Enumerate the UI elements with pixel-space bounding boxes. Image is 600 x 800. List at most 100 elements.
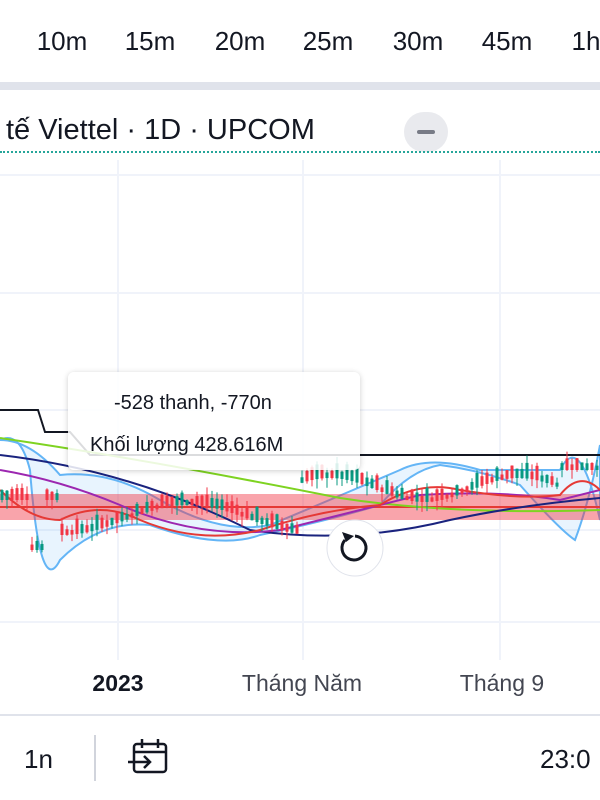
dotted-line	[0, 151, 600, 153]
candle-body	[165, 495, 169, 508]
candle-body	[585, 463, 589, 470]
timeframe-tab[interactable]: 15m	[124, 26, 176, 56]
candle-body	[500, 474, 504, 480]
candle-body	[250, 513, 254, 521]
candle-body	[240, 511, 244, 517]
x-axis-label: 2023	[92, 670, 144, 696]
candle-body	[75, 518, 79, 535]
candle-body	[150, 500, 154, 511]
timeframe-tab[interactable]: 30m	[392, 26, 444, 56]
ma-line	[0, 454, 600, 537]
separator	[0, 82, 600, 90]
candle-body	[30, 544, 34, 550]
separator	[94, 735, 96, 781]
timeframe-tab[interactable]: 10m	[36, 26, 88, 56]
candle-body	[225, 502, 229, 512]
candle-body	[310, 467, 314, 481]
replay-icon	[342, 532, 354, 542]
candle-body	[360, 472, 364, 485]
timeframe-tab[interactable]: 45m	[481, 26, 533, 56]
candle-body	[280, 520, 284, 531]
candle-body	[275, 514, 279, 529]
candle-body	[295, 524, 299, 534]
candle-body	[550, 476, 554, 485]
candle-body	[470, 481, 474, 490]
candle-body	[385, 480, 389, 494]
candle-body	[455, 485, 459, 496]
candle-body	[210, 498, 214, 508]
candle-body	[330, 470, 334, 479]
candle-body	[170, 496, 174, 507]
candle-body	[120, 511, 124, 522]
candle-body	[195, 496, 199, 506]
candle-body	[55, 493, 59, 500]
separator	[0, 714, 600, 716]
candle-body	[575, 458, 579, 470]
candle-body	[445, 494, 449, 499]
candle-body	[290, 523, 294, 533]
x-axis-label: Tháng 9	[459, 670, 545, 696]
candle-body	[370, 478, 374, 489]
candle-body	[460, 488, 464, 494]
candle-body	[260, 517, 264, 524]
candle-body	[535, 465, 539, 481]
candle-body	[85, 525, 89, 533]
range-button[interactable]: 1n	[24, 744, 53, 774]
candle-body	[10, 488, 14, 500]
candle-body	[205, 494, 209, 507]
tooltip-volume: Khối lượng 428.616M	[90, 434, 284, 456]
candle-body	[420, 495, 424, 502]
timeframe-tab[interactable]: 1h	[571, 26, 600, 56]
candle-body	[555, 482, 559, 487]
candle-body	[255, 506, 259, 523]
timeframe-tab[interactable]: 20m	[214, 26, 266, 56]
candle-body	[450, 492, 454, 498]
candle-body	[395, 490, 399, 498]
candle-body	[140, 508, 144, 515]
candle-body	[185, 500, 189, 506]
candles	[0, 451, 599, 553]
candle-body	[70, 530, 74, 535]
candle-body	[490, 477, 494, 483]
candle-body	[305, 470, 309, 482]
candle-body	[390, 486, 394, 496]
candle-body	[570, 464, 574, 470]
candle-body	[405, 496, 409, 501]
candle-body	[0, 490, 4, 500]
candle-body	[355, 468, 359, 483]
candle-body	[115, 512, 119, 524]
candle-body	[350, 470, 354, 482]
candle-body	[15, 488, 19, 500]
candle-body	[110, 517, 114, 526]
candle-body	[510, 465, 514, 479]
candle-body	[325, 472, 329, 479]
replay-icon	[340, 534, 368, 562]
replay-button[interactable]	[326, 519, 384, 577]
candle-body	[565, 458, 569, 470]
candle-body	[540, 475, 544, 482]
candle-body	[80, 524, 84, 534]
candle-body	[410, 489, 414, 502]
candle-body	[230, 501, 234, 514]
candle-body	[475, 473, 479, 488]
candle-body	[40, 543, 44, 550]
candle-body	[105, 520, 109, 527]
candle-body	[145, 501, 149, 513]
candle-body	[590, 462, 594, 470]
symbol-title[interactable]: tế Viettel · 1D · UPCOM	[6, 114, 315, 146]
candle-body	[335, 463, 339, 479]
candle-body	[25, 493, 29, 500]
candle-body	[425, 487, 429, 502]
candle-body	[520, 468, 524, 479]
candle-body	[180, 492, 184, 506]
candle-body	[525, 462, 529, 479]
candle-body	[545, 474, 549, 484]
collapse-button[interactable]	[404, 112, 448, 152]
candle-body	[380, 487, 384, 492]
candle-body	[160, 494, 164, 509]
candle-body	[175, 496, 179, 506]
candle-body	[400, 487, 404, 499]
timeframe-tab[interactable]: 25m	[302, 26, 354, 56]
